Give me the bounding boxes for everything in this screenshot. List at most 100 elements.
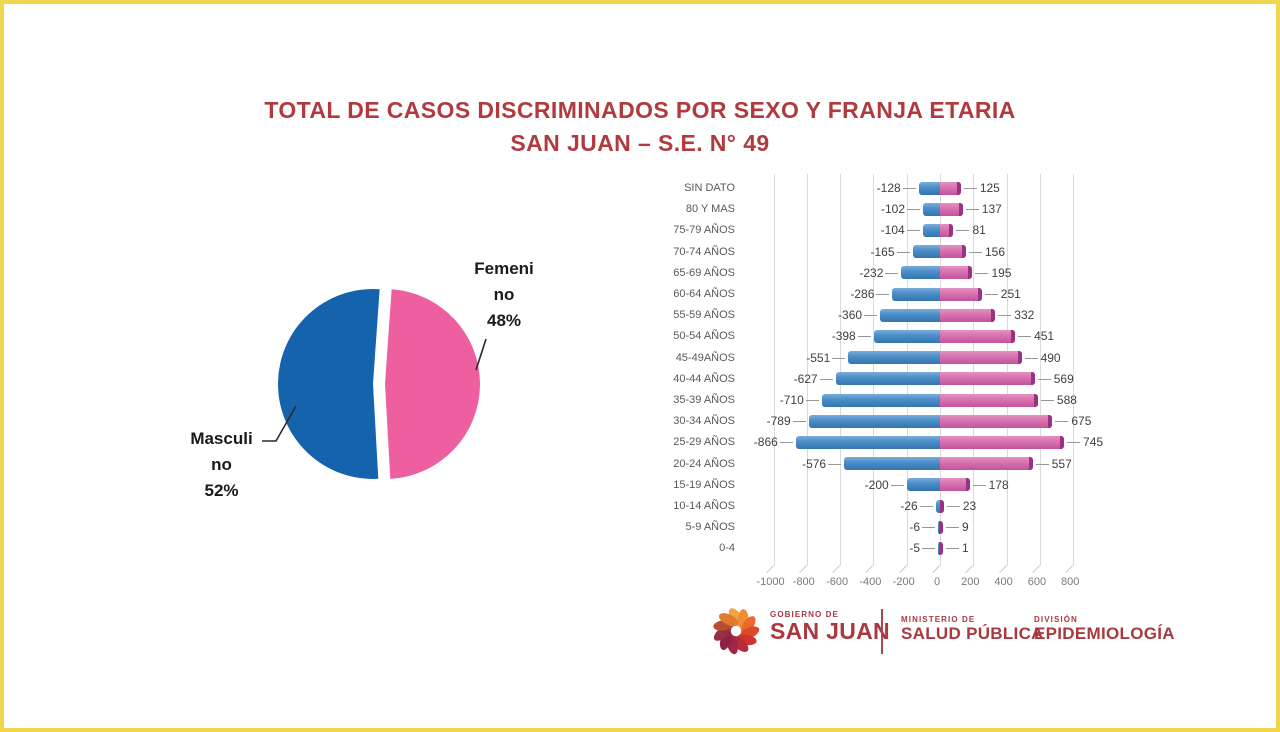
female-value-label: 490 [1040, 350, 1061, 365]
x-tick-label: -200 [892, 576, 915, 588]
x-tick-label: -600 [826, 576, 849, 588]
male-value-label: -6 [909, 520, 920, 535]
female-leader-line [1035, 463, 1049, 465]
male-leader-line [876, 294, 890, 295]
female-bar-cap [965, 478, 970, 492]
pie-slice-femenino [384, 289, 480, 479]
female-value-label: 1 [962, 541, 969, 556]
male-leader-line [832, 357, 846, 359]
female-leader-line [946, 527, 959, 529]
male-bar [880, 308, 940, 322]
female-bar [939, 520, 943, 534]
male-leader-line [896, 251, 910, 253]
female-bar-cap [1028, 457, 1033, 471]
male-leader-line [919, 506, 933, 507]
male-leader-line [805, 400, 819, 401]
female-value-label: 156 [984, 244, 1005, 259]
axis-tick-icon [998, 565, 1007, 574]
male-value-label: -200 [864, 477, 889, 492]
male-value-label: -232 [859, 265, 884, 280]
female-bar [940, 435, 1065, 449]
gobierno-logo-text: GOBIERNO DE SAN JUAN [770, 610, 890, 644]
female-value-label: 675 [1071, 414, 1092, 429]
female-leader-line [1055, 421, 1069, 423]
female-bar [940, 266, 973, 280]
male-leader-line [885, 272, 899, 274]
division-small-label: DIVISIÓN [1034, 615, 1078, 624]
x-tick-label: -400 [859, 576, 882, 588]
female-leader-line [963, 188, 977, 189]
female-value-label: 178 [988, 477, 1009, 492]
female-bar [940, 308, 996, 322]
axis-tick-icon [865, 565, 874, 574]
female-bar-cap [1017, 351, 1022, 365]
axis-tick-icon [932, 565, 940, 574]
x-tick-label: 200 [961, 576, 980, 588]
male-bar [922, 223, 940, 237]
female-bar-cap [939, 520, 943, 534]
male-bar [795, 435, 940, 449]
ministerio-logo-text: MINISTERIO DE SALUD PÚBLICA [901, 615, 1044, 644]
female-value-label: 451 [1034, 329, 1055, 344]
male-bar [808, 414, 940, 428]
male-leader-line [792, 421, 806, 423]
axis-tick-icon [799, 565, 807, 574]
female-leader-line [956, 230, 970, 232]
female-bar-cap [961, 245, 966, 259]
female-bar [940, 478, 970, 492]
x-tick-label: -800 [792, 576, 815, 588]
male-leader-line [857, 336, 871, 338]
female-bar [939, 499, 944, 513]
axis-tick-icon [898, 565, 907, 574]
age-label: SIN DATO [684, 182, 735, 194]
male-value-label: -710 [779, 393, 804, 407]
female-leader-line [1067, 442, 1081, 444]
female-leader-line [972, 484, 986, 486]
age-label: 50-54 AÑOS [673, 330, 735, 343]
female-bar [940, 202, 963, 216]
axis-tick-icon [832, 565, 841, 574]
male-leader-line [262, 405, 297, 442]
male-value-label: -286 [850, 287, 875, 301]
female-bar [940, 351, 1022, 365]
gridline [1006, 174, 1008, 566]
female-bar [940, 414, 1053, 428]
female-bar-cap [1048, 414, 1053, 428]
age-label: 0-4 [719, 542, 735, 555]
gridline [773, 174, 775, 566]
age-label: 25-29 AÑOS [673, 436, 735, 449]
title-line-2: SAN JUAN – S.E. N° 49 [510, 130, 770, 156]
san-juan-pinwheel-logo-icon [713, 608, 760, 655]
male-bar [906, 478, 940, 492]
male-leader-line [779, 442, 793, 444]
female-leader-line [984, 294, 998, 295]
age-label: 55-59 AÑOS [673, 309, 735, 322]
age-label: 75-79 AÑOS [673, 224, 735, 237]
pie-chart [262, 288, 487, 479]
female-leader-line [975, 272, 989, 274]
female-value-label: 588 [1056, 393, 1077, 407]
age-label: 15-19 AÑOS [673, 478, 735, 491]
x-tick-label: 600 [1027, 576, 1047, 588]
male-value-label: -128 [876, 181, 901, 195]
male-bar [835, 372, 940, 386]
female-bar [940, 287, 982, 301]
male-bar [901, 266, 940, 280]
female-leader-line [946, 548, 959, 550]
male-value-label: -551 [806, 350, 831, 365]
female-bar-cap [1033, 393, 1038, 407]
female-value-label: 81 [972, 223, 986, 238]
male-leader-line [922, 548, 935, 550]
gridline [940, 174, 941, 566]
female-leader-line [1040, 400, 1054, 401]
male-value-label: -627 [793, 371, 818, 386]
male-value-label: -26 [900, 499, 918, 513]
x-tick-label: 0 [933, 576, 941, 588]
gobierno-big-label: SAN JUAN [770, 618, 890, 644]
female-value-label: 137 [981, 202, 1002, 217]
female-value-label: 23 [962, 499, 977, 513]
male-leader-line [906, 230, 920, 232]
male-value-label: -789 [766, 414, 791, 429]
female-value-label: 745 [1083, 435, 1104, 450]
